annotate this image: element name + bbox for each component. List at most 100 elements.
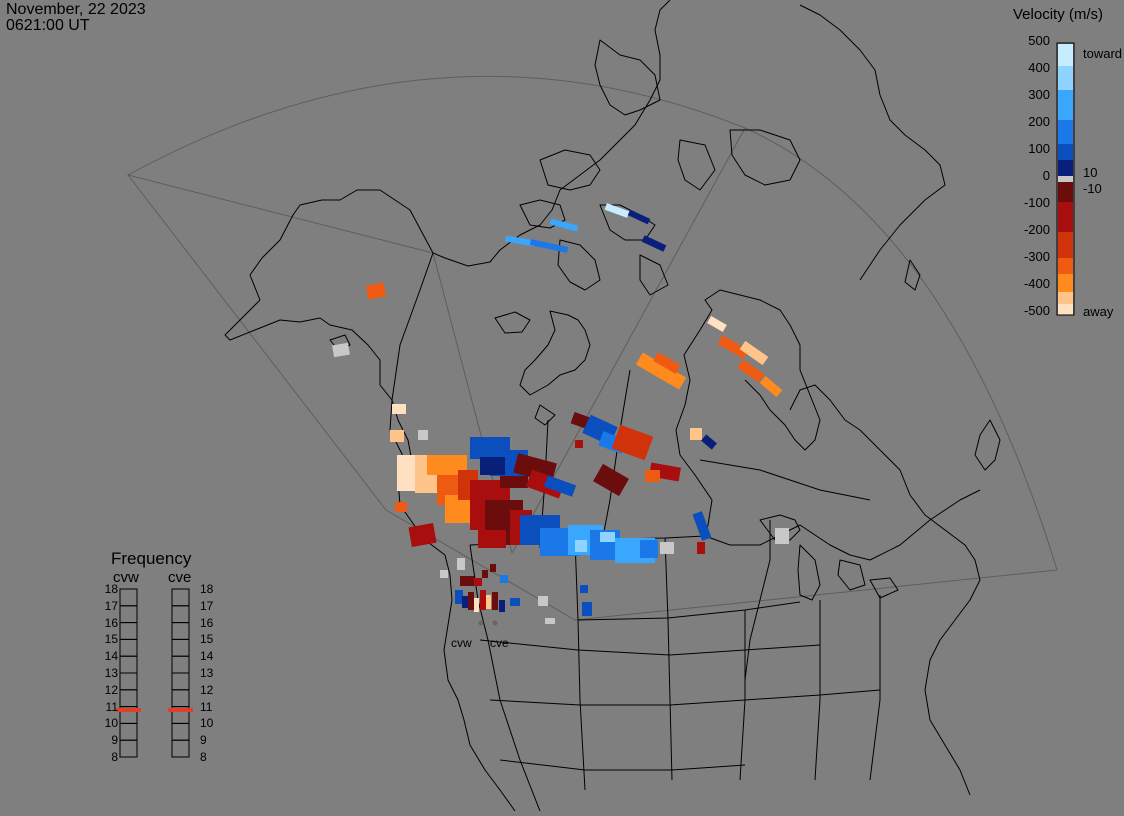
- scatter-cell: [418, 430, 428, 440]
- frequency-gauge-cell: [171, 622, 190, 640]
- scatter-cell: [549, 218, 579, 232]
- frequency-indicator-cvw: [116, 707, 141, 712]
- scatter-cell: [580, 585, 588, 593]
- scatter-cell: [739, 340, 769, 366]
- negative-threshold-label: -10: [1083, 181, 1102, 196]
- scatter-cell: [759, 375, 783, 398]
- scatter-cell: [510, 598, 520, 606]
- radar-scatter: [332, 203, 789, 624]
- site-marker-cve: [492, 620, 498, 626]
- frequency-scale-label: 14: [200, 649, 214, 664]
- colorbar-band: [1058, 160, 1073, 176]
- colorbar-band: [1058, 144, 1073, 160]
- toward-label: toward: [1083, 46, 1123, 61]
- colorbar-tick: 0: [1042, 168, 1050, 183]
- station-label-cve: cve: [168, 569, 192, 586]
- scatter-cell: [641, 235, 667, 252]
- scatter-cell: [440, 570, 448, 578]
- scatter-cell: [627, 209, 651, 225]
- colorbar-tick: -400: [1023, 276, 1050, 291]
- scatter-cell: [707, 316, 727, 332]
- timestamp: November, 22 2023 0621:00 UT: [6, 2, 146, 34]
- site-label-cvw: cvw: [451, 636, 472, 650]
- scatter-cell: [697, 542, 705, 554]
- frequency-scale-label: 17: [104, 598, 118, 613]
- scatter-cell: [545, 618, 555, 624]
- scatter-cell: [490, 564, 496, 572]
- frequency-scale-label: 10: [200, 716, 214, 731]
- scatter-cell: [660, 542, 674, 554]
- scatter-cell: [575, 440, 583, 448]
- away-label: away: [1083, 304, 1114, 319]
- colorbar-tick: 300: [1028, 87, 1050, 102]
- date-label: November, 22 2023: [6, 1, 146, 18]
- frequency-gauge-cell: [171, 739, 190, 758]
- radar-sites: [478, 620, 498, 626]
- velocity-colorbar: [1056, 42, 1075, 316]
- station-label-cvw: cvw: [113, 569, 139, 586]
- frequency-gauge-cell: [119, 672, 138, 691]
- frequency-gauge-cell: [171, 722, 190, 741]
- frequency-scale-label: 12: [200, 682, 214, 697]
- time-label: 0621:00 UT: [6, 17, 90, 34]
- scatter-cell: [640, 540, 658, 558]
- colorbar-band: [1058, 274, 1073, 292]
- frequency-scale-label: 10: [104, 716, 118, 731]
- scatter-cell: [635, 352, 687, 390]
- scatter-cell: [408, 522, 437, 548]
- scatter-cell: [482, 570, 488, 578]
- colorbar-tick: 400: [1028, 60, 1050, 75]
- colorbar-band: [1058, 182, 1073, 202]
- frequency-scale-label: 13: [200, 666, 214, 680]
- scatter-cell: [486, 595, 491, 609]
- scatter-cell: [575, 540, 587, 552]
- scatter-cell: [611, 424, 654, 461]
- frequency-scale-label: 8: [111, 750, 118, 764]
- frequency-gauge-cell: [171, 672, 190, 691]
- site-marker-cvw: [478, 620, 484, 626]
- frequency-gauge-cell: [119, 622, 138, 640]
- scatter-cell: [390, 430, 404, 442]
- positive-threshold-label: 10: [1083, 165, 1098, 180]
- scatter-cell: [460, 576, 474, 586]
- frequency-gauge-cell: [119, 638, 138, 657]
- colorbar-tick: -200: [1023, 222, 1050, 237]
- colorbar-tick: -500: [1023, 303, 1050, 318]
- frequency-scale-label: 14: [104, 649, 118, 664]
- frequency-scale-label: 9: [200, 733, 207, 748]
- scatter-cell: [332, 342, 350, 358]
- colorbar-band: [1058, 258, 1073, 274]
- frequency-gauge-cell: [171, 655, 190, 674]
- colorbar-tick: 200: [1028, 114, 1050, 129]
- coastlines: [224, 0, 1001, 812]
- frequency-scale-label: 9: [111, 733, 118, 748]
- scatter-cell: [653, 352, 681, 374]
- frequency-scale-label: 11: [200, 699, 213, 714]
- colorbar-band: [1058, 120, 1073, 144]
- scatter-cell: [392, 404, 406, 414]
- frequency-scale-label: 18: [200, 582, 214, 596]
- frequency-gauge-cell: [119, 739, 138, 758]
- scatter-cell: [543, 475, 577, 497]
- scatter-cell: [604, 203, 630, 218]
- scatter-cell: [690, 428, 702, 440]
- frequency-scale-label: 18: [104, 582, 118, 596]
- frequency-gauges: [116, 588, 193, 758]
- colorbar-band: [1058, 90, 1073, 120]
- frequency-gauge-cell: [119, 722, 138, 741]
- colorbar-tick: -300: [1023, 249, 1050, 264]
- scatter-cell: [692, 511, 712, 541]
- scatter-cell: [480, 590, 486, 610]
- scatter-cell: [455, 590, 463, 604]
- scatter-cell: [538, 596, 548, 606]
- site-label-cve: cve: [490, 636, 509, 650]
- frequency-gauge-cell: [171, 588, 190, 607]
- scatter-cell: [500, 575, 508, 583]
- scatter-cell: [499, 600, 505, 612]
- colorbar-band: [1058, 202, 1073, 232]
- scatter-cell: [737, 359, 765, 383]
- frequency-scale-label: 13: [104, 666, 118, 680]
- scatter-cell: [717, 335, 749, 359]
